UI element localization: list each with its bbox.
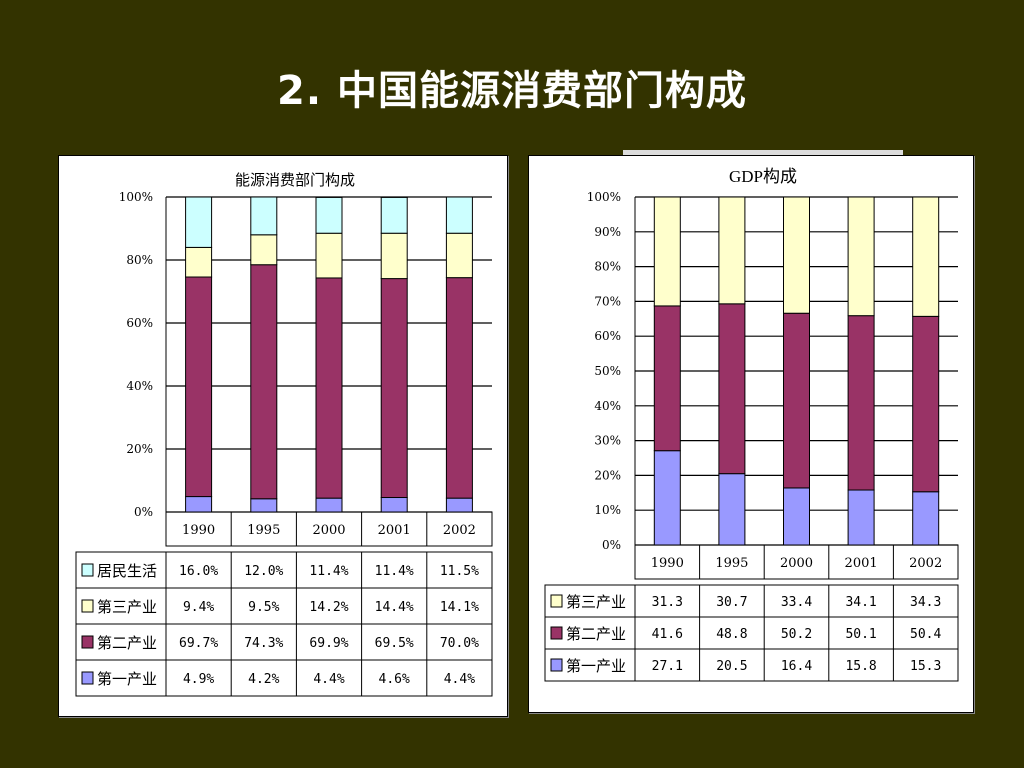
- energy-chart-panel: [58, 155, 508, 717]
- slide-title: 2. 中国能源消费部门构成: [277, 68, 747, 114]
- title-strip: [623, 150, 903, 156]
- gdp-chart-panel: [528, 155, 974, 713]
